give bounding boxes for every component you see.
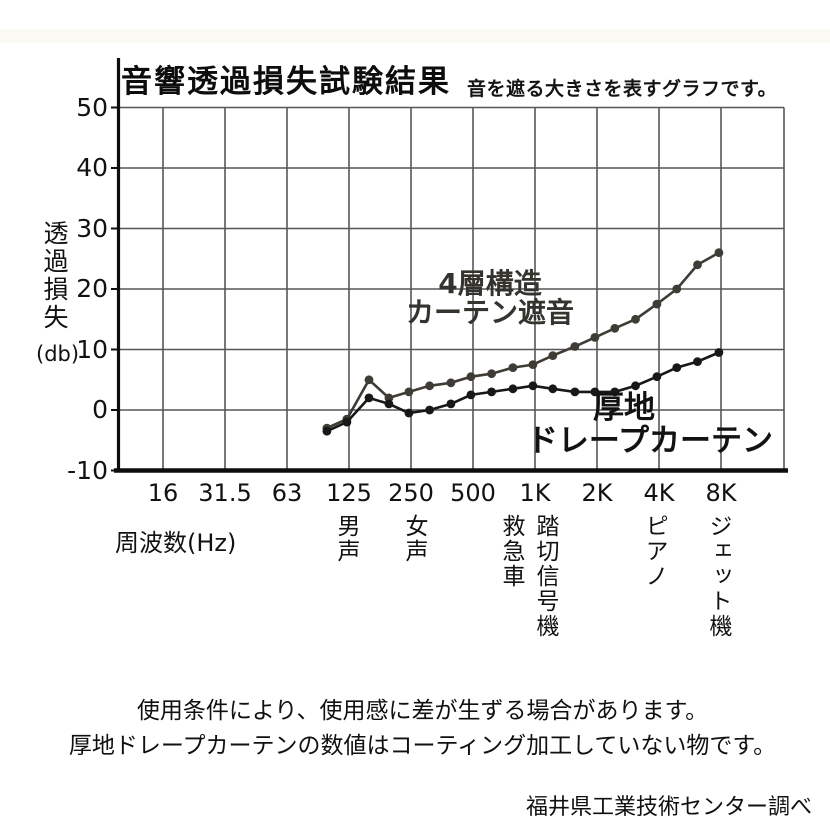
- chart-subtitle: 音を遮る大きさを表すグラフです。: [467, 78, 778, 100]
- x-tick-label: 250: [388, 479, 434, 507]
- sound-annotation: ジェット機: [705, 514, 731, 639]
- footnote-coating: 厚地ドレープカーテンの数値はコーティング加工していない物です。: [68, 733, 777, 759]
- x-tick-label: 500: [450, 479, 496, 507]
- x-axis-title: 周波数(Hz): [115, 529, 237, 557]
- x-tick-label: 8K: [705, 479, 737, 507]
- y-tick-label: 30: [76, 213, 108, 243]
- sound-annotation: 救急車: [498, 514, 524, 589]
- series-label-4layer-line1: 4層構造: [438, 267, 542, 300]
- series-label-4layer-line2: カーテン遮音: [405, 296, 574, 330]
- x-tick-label: 4K: [643, 479, 675, 507]
- y-tick-label: -10: [67, 455, 108, 485]
- sound-annotation: 踏切信号機: [532, 514, 558, 639]
- chart-title: 音響透過損失試験結果: [121, 64, 451, 100]
- x-tick-label: 16: [147, 479, 179, 507]
- chart-svg: [111, 58, 788, 473]
- sound-annotation: 男声: [333, 514, 359, 564]
- x-tick-label: 63: [271, 479, 303, 507]
- series-label-4layer-curtain: 4層構造 カーテン遮音: [330, 269, 650, 328]
- scan-artifact-band: [0, 29, 830, 43]
- series-label-drape-curtain: 厚地 ドレープカーテン: [500, 392, 800, 457]
- y-axis-title: 透過損失 (db): [36, 220, 80, 366]
- y-tick-label: 50: [76, 92, 108, 122]
- series-label-drape-line1: 厚地: [593, 390, 655, 426]
- y-axis-title-text: 透過損失: [40, 220, 69, 332]
- x-tick-label: 2K: [581, 479, 613, 507]
- source-credit: 福井県工業技術センター調べ: [525, 795, 812, 820]
- y-tick-label: 20: [76, 274, 108, 303]
- series-label-drape-line2: ドレープカーテン: [526, 422, 774, 459]
- y-tick-label: 10: [76, 334, 108, 364]
- sound-annotation: 女声: [401, 514, 427, 564]
- x-tick-label: 125: [326, 479, 372, 507]
- plot-area: [111, 58, 788, 473]
- y-tick-label: 0: [92, 395, 108, 424]
- footnote-usage: 使用条件により、使用感に差が生ずる場合があります。: [136, 698, 709, 724]
- y-axis-unit: (db): [36, 342, 80, 366]
- x-tick-label: 31.5: [198, 479, 252, 507]
- x-tick-label: 1K: [519, 479, 551, 507]
- sound-annotation: ピアノ: [641, 514, 667, 589]
- y-tick-label: 40: [76, 153, 108, 182]
